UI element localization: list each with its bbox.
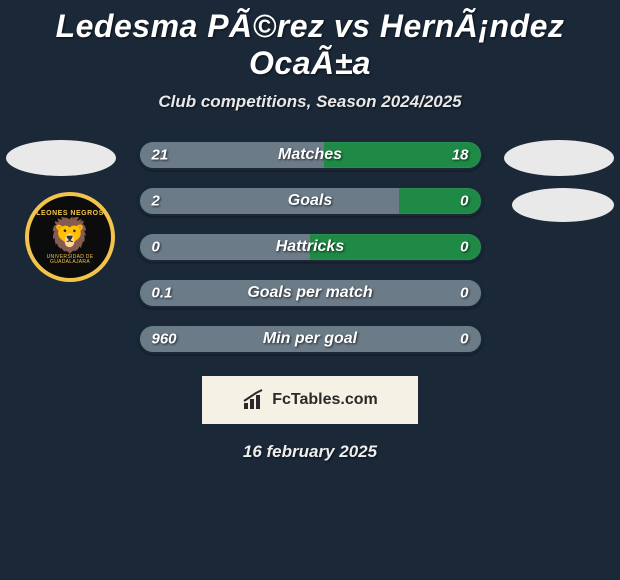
page-title: Ledesma PÃ©rez vs HernÃ¡ndez OcaÃ±a [0,8,620,82]
stat-value-right: 18 [452,147,469,164]
stat-value-left: 0.1 [152,285,173,302]
date-text: 16 february 2025 [0,442,620,462]
stat-row: 0.1 Goals per match 0 [138,278,483,308]
stat-row: 0 Hattricks 0 [138,232,483,262]
player-badge-left [6,140,116,176]
lion-icon: 🦁 [29,219,111,253]
stat-row: 21 Matches 18 [138,140,483,170]
footer-brand-text: FcTables.com [272,391,378,409]
footer-brand-box: FcTables.com [202,376,418,424]
stat-value-left: 0 [152,239,160,256]
stat-fill [140,234,311,260]
player-badge-right-2 [512,188,614,222]
stats-bars: 21 Matches 18 2 Goals 0 0 Hattricks 0 0.… [138,140,483,354]
mid-section: LEONES NEGROS 🦁 UNIVERSIDAD DE GUADALAJA… [0,140,620,462]
crest-top-text: LEONES NEGROS [29,210,111,217]
stat-value-right: 0 [460,331,468,348]
stat-value-right: 0 [460,239,468,256]
stat-row: 2 Goals 0 [138,186,483,216]
stat-value-left: 21 [152,147,169,164]
player-badge-right [504,140,614,176]
stat-row: 960 Min per goal 0 [138,324,483,354]
stat-fill [140,326,481,352]
crest-inner: LEONES NEGROS 🦁 UNIVERSIDAD DE GUADALAJA… [29,210,111,265]
club-crest: LEONES NEGROS 🦁 UNIVERSIDAD DE GUADALAJA… [25,192,115,282]
stat-fill [140,188,399,214]
stat-fill [140,280,481,306]
subtitle: Club competitions, Season 2024/2025 [0,92,620,112]
stat-value-right: 0 [460,193,468,210]
stat-value-left: 960 [152,331,177,348]
stat-value-left: 2 [152,193,160,210]
bars-chart-icon [242,389,266,411]
stat-value-right: 0 [460,285,468,302]
crest-bottom-text: UNIVERSIDAD DE GUADALAJARA [29,255,111,265]
comparison-card: Ledesma PÃ©rez vs HernÃ¡ndez OcaÃ±a Club… [0,0,620,462]
